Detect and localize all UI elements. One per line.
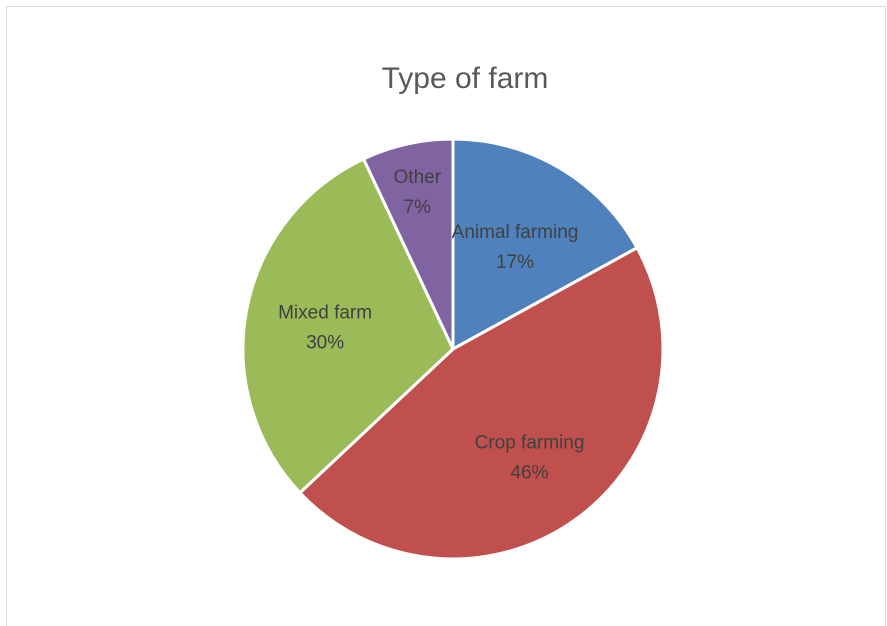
pie-slice-crop-farming [298,246,665,561]
pie-slice-other [362,137,455,351]
data-label-percent: 17% [496,252,534,273]
chart-title: Type of farm [382,62,549,95]
data-label-category: Other [394,167,442,188]
data-label-percent: 7% [404,197,432,218]
data-label-category: Mixed farm [278,303,372,324]
pie-labels: Animal farming 17% Crop farming 46% Mixed fa… [278,167,584,483]
data-label-other: Other 7% [394,167,442,218]
data-label-category: Crop farming [475,432,585,453]
data-label-mixed-farm: Mixed farm 30% [278,303,372,354]
data-label-crop-farming: Crop farming 46% [475,432,585,483]
pie-slice-animal-farming [451,137,639,351]
pie-slice-mixed-farm [241,157,455,495]
data-label-percent: 46% [510,462,548,483]
data-label-animal-farming: Animal farming 17% [452,222,579,273]
pie-slices [241,137,665,561]
data-label-category: Animal farming [452,222,579,243]
data-label-percent: 30% [306,333,344,354]
